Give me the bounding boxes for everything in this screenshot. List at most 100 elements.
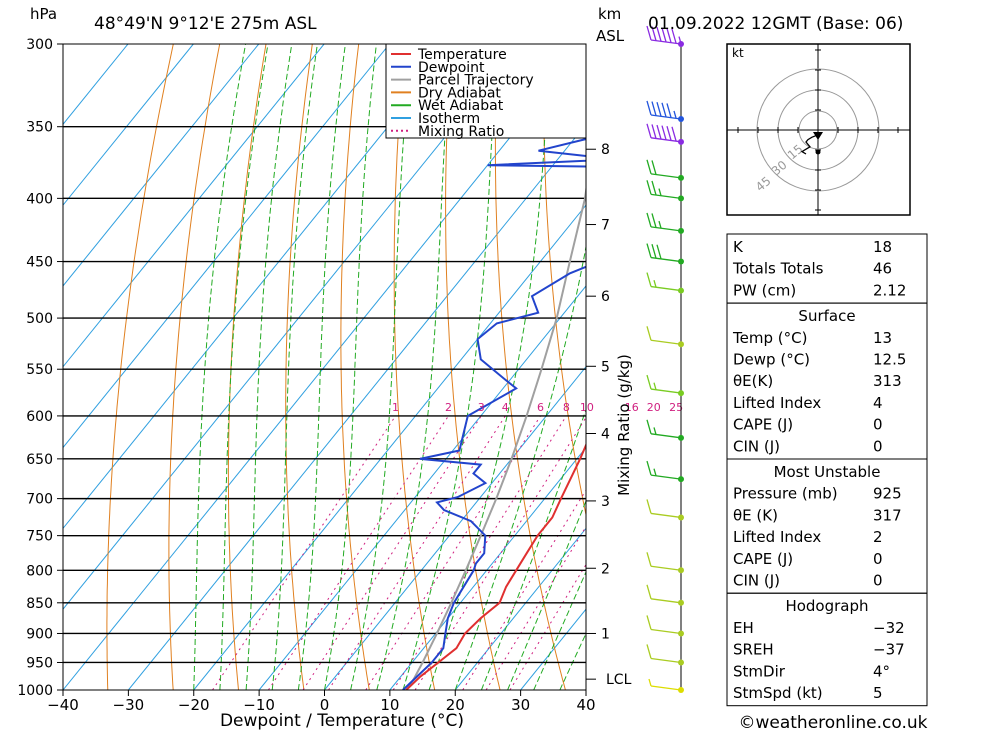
wind-barb-half [653,279,657,288]
wind-barb [646,499,684,521]
location-title: 48°49'N 9°12'E 275m ASL [94,14,317,34]
indices-label: Dewp (°C) [733,351,810,369]
wind-barb-half [648,678,652,687]
indices-label: EH [733,619,754,637]
mixing-ratio-line [462,489,586,690]
mixing-ratio-line [212,415,396,690]
indices-label: Totals Totals [732,260,824,278]
km-tick-label: 3 [601,494,610,510]
hodograph-ring [756,68,880,192]
wind-barbs [646,25,684,693]
wind-barb-dot [678,630,684,637]
isotherm-line [63,44,129,126]
wind-barb-flag [646,243,652,258]
isotherm-line [63,44,390,449]
km-tick-label: 8 [601,142,610,158]
hodograph-endpoint [815,149,821,155]
wind-barb-flag [666,103,672,118]
indices-value: 0 [873,550,883,568]
wind-barb [646,180,684,202]
km-tick-label: 1 [601,626,610,642]
x-axis-label: Dewpoint / Temperature (°C) [220,711,464,731]
indices-block [726,592,928,707]
wind-barb-shaft [650,193,682,200]
indices-label: CIN (J) [733,437,780,455]
mixing-ratio-label: 10 [580,401,594,414]
mixing-ratio-label: 16 [625,401,639,414]
mixing-ratio-axis-label: Mixing Ratio (g/kg) [615,354,633,496]
pressure-label: 500 [26,311,53,327]
indices-label: θE(K) [733,372,773,390]
wind-barb-flag [651,124,657,139]
wet-adiabat-line [324,44,377,690]
indices-value: 925 [873,485,902,503]
temperature-tick-label: 30 [511,696,530,714]
wind-barb-dot [678,514,684,521]
legend-label: Dry Adiabat [418,85,501,101]
wind-barb-flag [646,180,652,195]
isotherm-line [454,527,586,690]
mixing-ratio-label: 1 [392,401,399,414]
indices-label: Lifted Index [733,528,821,546]
wind-barb [646,123,684,145]
wind-barb-flag [671,126,677,142]
pressure-label: 700 [26,492,53,508]
wind-barb-flag [656,124,662,140]
km-tick-label: 4 [601,427,610,443]
wet-adiabat-line [533,570,586,690]
indices-value: 4 [873,394,883,412]
mixing-ratio-line [392,415,567,690]
temperature-profile-line [405,442,586,690]
wind-barb-dot [678,115,684,122]
axes: −40 −30 −20 −10 0 10 20 30 40 8 7 6 5 4 3 2 1 LCL [47,142,631,714]
temperature-tick-label: −40 [47,696,79,714]
wind-barb-shaft [650,173,682,179]
indices-label: PW (cm) [733,281,796,299]
wind-barb-flag [646,212,652,228]
wet-adiabat-line [193,44,247,690]
wind-barb-dot [678,599,684,606]
legend-label: Isotherm [418,111,480,127]
copyright-credit: ©weatheronline.co.uk [738,713,927,733]
km-tick-label: 7 [601,218,610,234]
wind-barb-half [653,382,657,390]
indices-value: 313 [873,372,902,390]
mixing-ratio-label: 3 [478,401,485,414]
wet-adiabat-line [245,44,293,690]
indices-label: CIN (J) [733,572,780,590]
lcl-label: LCL [606,672,632,688]
legend-label: Temperature [417,47,507,63]
wind-barb-flag [646,644,652,659]
wind-barb-shaft [650,685,682,691]
wind-barb-flag [661,102,667,117]
wind-barb-half [673,110,677,119]
indices-label: K [733,238,744,256]
legend-label: Wet Adiabat [418,98,504,114]
indices-table: K 18 Totals Totals 46 PW (cm) 2.12 Surface Temp… [726,233,928,707]
isotherm-line [63,44,521,610]
wind-barb-shaft [650,388,682,394]
wind-barb [646,460,684,483]
wind-barb-dot [678,287,684,294]
dewpoint-profile-line [402,138,586,690]
wind-barb-flag [646,584,652,599]
mixing-ratio-label: 6 [537,401,544,414]
dry-adiabat-line [961,44,1000,690]
wind-barb-half [658,220,662,229]
wind-barb-flag [651,243,657,259]
pressure-label: 850 [26,596,53,612]
wind-barb-dot [678,41,684,47]
wind-barb-flag [651,26,657,41]
dry-adiabat-line [494,44,566,690]
wind-barb-flag [646,374,652,390]
wind-barb [646,374,684,397]
wind-barb-flag [651,160,657,175]
temperature-tick-label: −30 [113,696,145,714]
indices-block-title: Surface [798,307,855,325]
wind-barb-dot [678,434,684,441]
wind-barb [646,25,684,47]
wind-barb-dot [678,138,684,145]
indices-value: 13 [873,329,892,347]
wind-barb-flag [646,552,652,567]
